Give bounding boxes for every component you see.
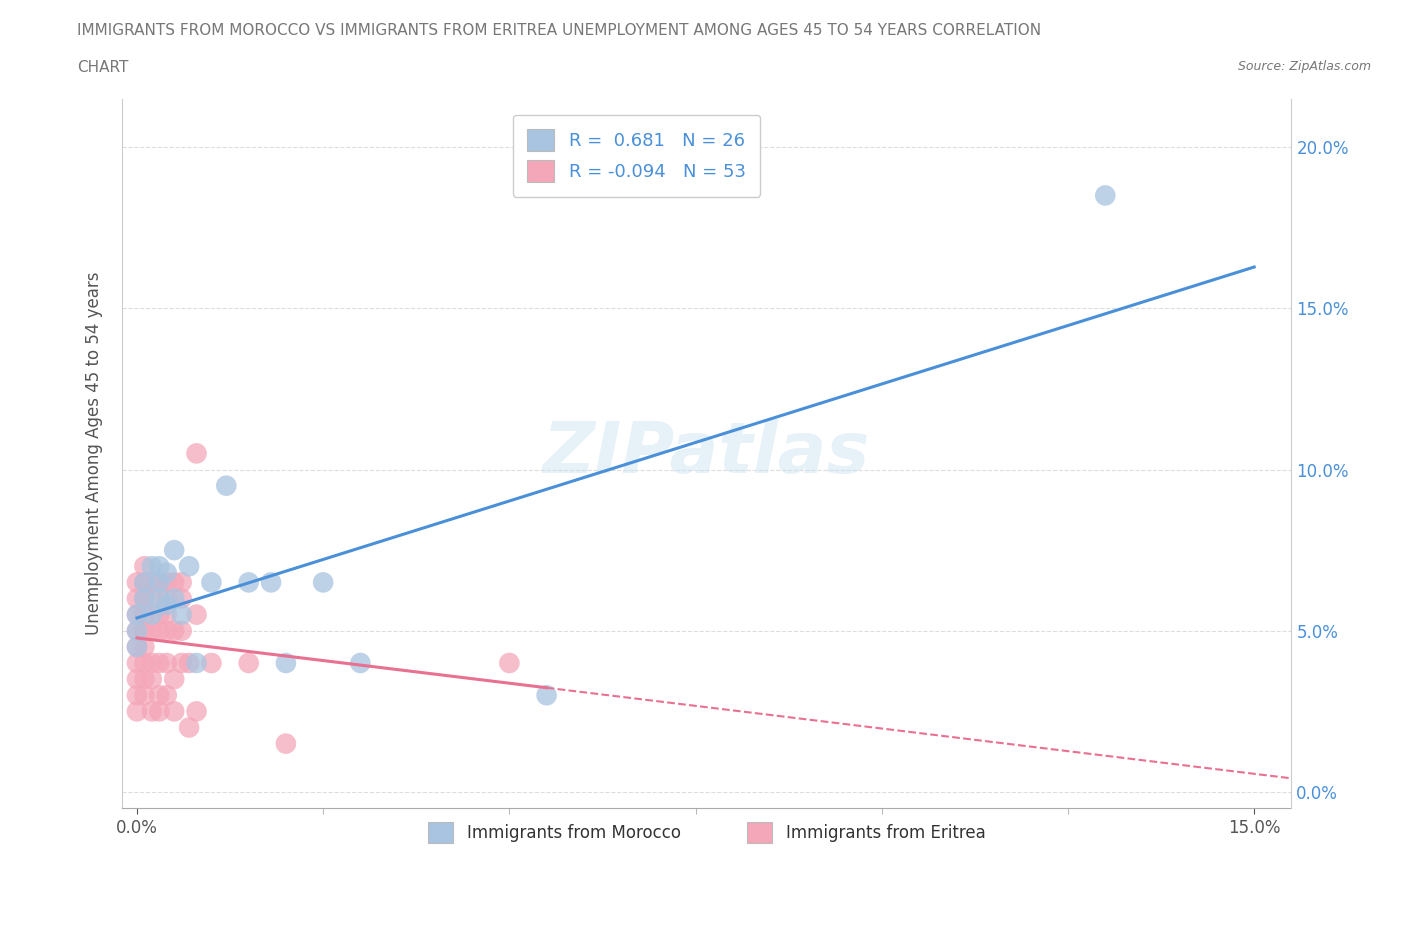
Point — [125, 623, 148, 638]
Point — [148, 607, 170, 622]
Point — [148, 575, 170, 590]
Text: IMMIGRANTS FROM MOROCCO VS IMMIGRANTS FROM ERITREA UNEMPLOYMENT AMONG AGES 45 TO: IMMIGRANTS FROM MOROCCO VS IMMIGRANTS FR… — [77, 23, 1042, 38]
Point — [141, 671, 163, 686]
Point — [170, 623, 193, 638]
Point — [125, 688, 148, 703]
Point — [312, 575, 335, 590]
Point — [141, 575, 163, 590]
Point — [134, 591, 156, 606]
Point — [498, 656, 520, 671]
Point — [125, 704, 148, 719]
Point — [536, 688, 558, 703]
Text: CHART: CHART — [77, 60, 129, 75]
Point — [156, 575, 179, 590]
Point — [177, 720, 200, 735]
Point — [238, 575, 260, 590]
Y-axis label: Unemployment Among Ages 45 to 54 years: Unemployment Among Ages 45 to 54 years — [86, 272, 103, 635]
Point — [148, 688, 170, 703]
Point — [156, 597, 179, 612]
Point — [274, 656, 297, 671]
Point — [200, 575, 222, 590]
Point — [170, 575, 193, 590]
Point — [1094, 188, 1116, 203]
Point — [177, 656, 200, 671]
Point — [134, 591, 156, 606]
Point — [170, 607, 193, 622]
Point — [156, 623, 179, 638]
Text: Source: ZipAtlas.com: Source: ZipAtlas.com — [1237, 60, 1371, 73]
Point — [125, 623, 148, 638]
Point — [349, 656, 371, 671]
Point — [163, 543, 186, 558]
Point — [134, 688, 156, 703]
Point — [148, 559, 170, 574]
Point — [186, 607, 208, 622]
Point — [200, 656, 222, 671]
Point — [134, 640, 156, 655]
Point — [141, 623, 163, 638]
Point — [215, 478, 238, 493]
Point — [134, 575, 156, 590]
Point — [170, 591, 193, 606]
Point — [170, 656, 193, 671]
Point — [163, 623, 186, 638]
Point — [134, 607, 156, 622]
Point — [134, 656, 156, 671]
Point — [125, 656, 148, 671]
Point — [134, 623, 156, 638]
Point — [163, 575, 186, 590]
Point — [186, 704, 208, 719]
Legend: Immigrants from Morocco, Immigrants from Eritrea: Immigrants from Morocco, Immigrants from… — [422, 816, 993, 849]
Point — [125, 575, 148, 590]
Point — [134, 575, 156, 590]
Text: ZIPatlas: ZIPatlas — [543, 418, 870, 488]
Point — [141, 607, 163, 622]
Point — [186, 446, 208, 461]
Point — [156, 688, 179, 703]
Point — [141, 559, 163, 574]
Point — [125, 640, 148, 655]
Point — [156, 607, 179, 622]
Point — [125, 607, 148, 622]
Point — [148, 591, 170, 606]
Point — [156, 591, 179, 606]
Point — [238, 656, 260, 671]
Point — [125, 640, 148, 655]
Point — [156, 656, 179, 671]
Point — [134, 671, 156, 686]
Point — [163, 671, 186, 686]
Point — [186, 656, 208, 671]
Point — [141, 656, 163, 671]
Point — [163, 704, 186, 719]
Point — [125, 671, 148, 686]
Point — [274, 737, 297, 751]
Point — [141, 704, 163, 719]
Point — [177, 559, 200, 574]
Point — [148, 704, 170, 719]
Point — [163, 591, 186, 606]
Point — [125, 607, 148, 622]
Point — [148, 575, 170, 590]
Point — [141, 591, 163, 606]
Point — [148, 656, 170, 671]
Point — [134, 559, 156, 574]
Point — [125, 591, 148, 606]
Point — [156, 565, 179, 580]
Point — [148, 623, 170, 638]
Point — [260, 575, 283, 590]
